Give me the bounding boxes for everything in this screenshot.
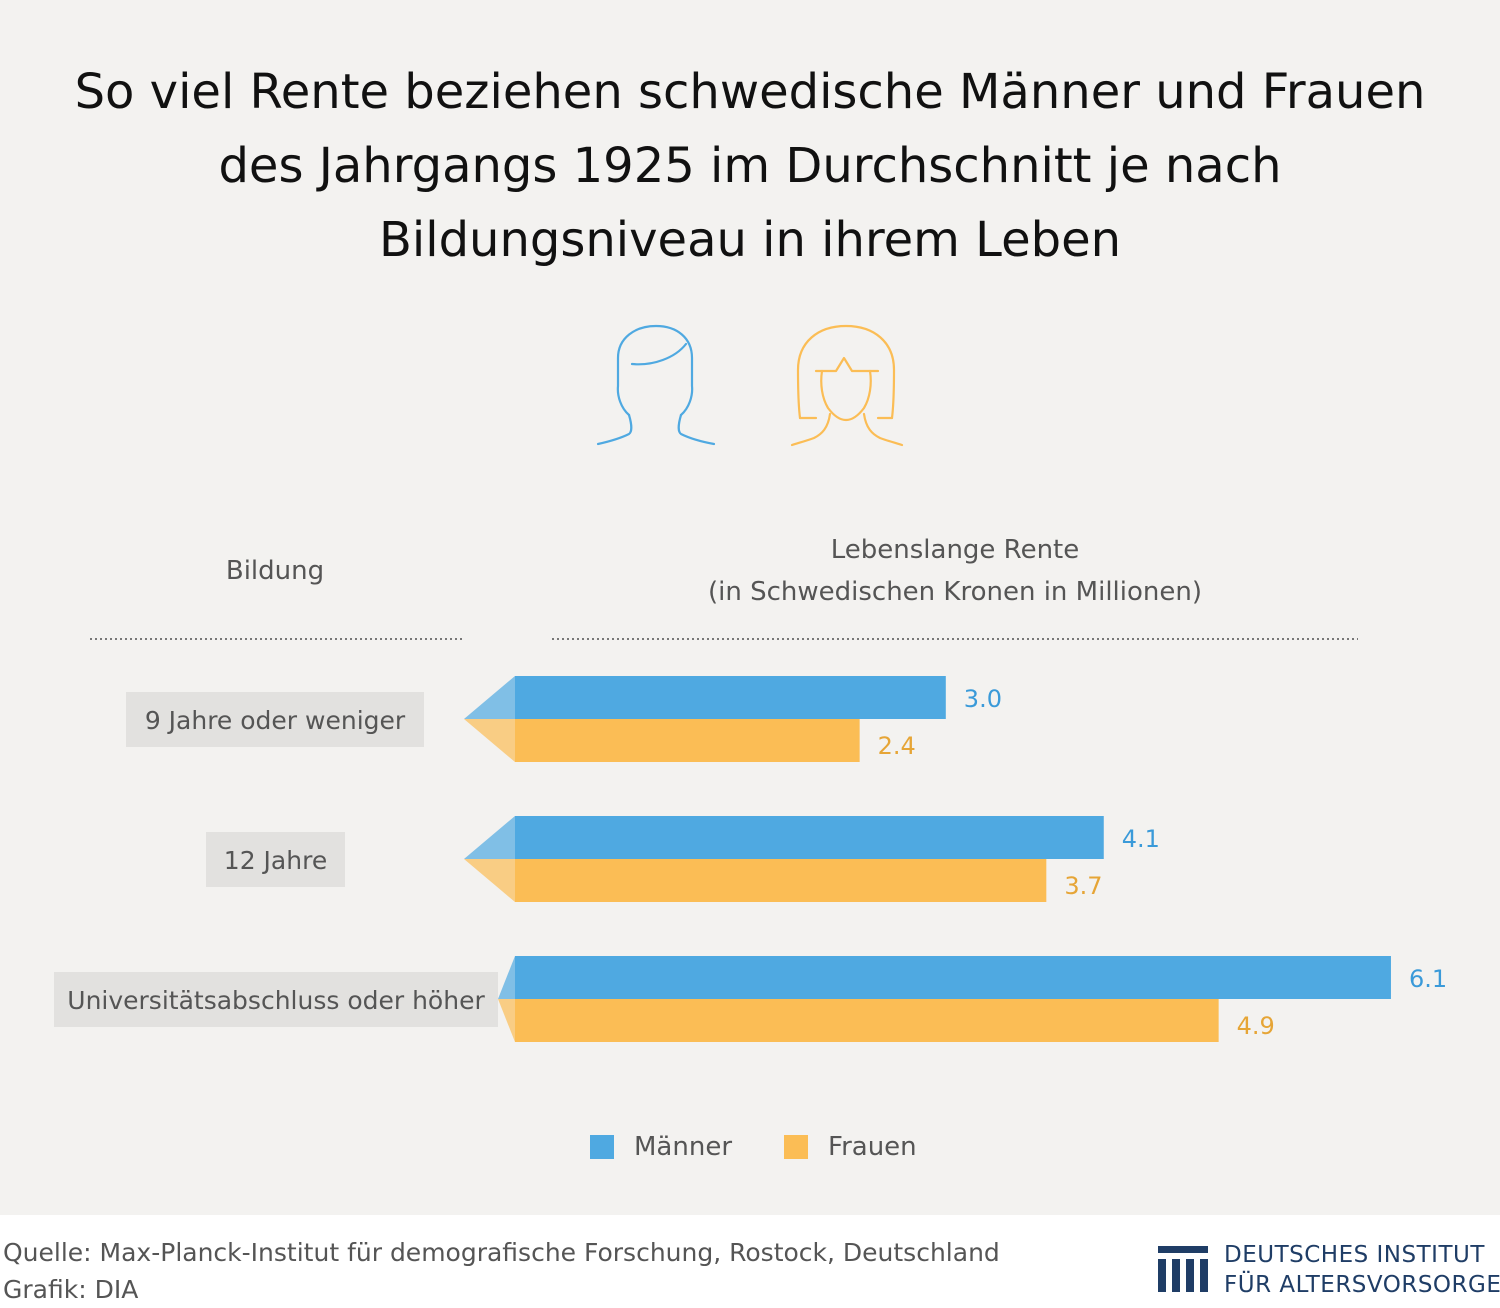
legend-swatch-women [784,1135,809,1159]
man-head-icon [595,322,717,452]
pension-header-line-1: Lebenslange Rente [830,535,1080,565]
value-label-women: 2.4 [878,732,916,760]
dia-logo-text: DEUTSCHES INSTITUT FÜR ALTERSVORSORGE [1224,1240,1500,1300]
chart-title: So viel Rente beziehen schwedische Männe… [0,55,1500,277]
education-column-header: Bildung [125,550,425,592]
value-label-men: 6.1 [1409,965,1447,993]
legend: Männer Frauen [590,1132,969,1162]
bar-women [515,719,860,762]
legend-label-women: Frauen [828,1132,917,1162]
dia-logo: DEUTSCHES INSTITUT FÜR ALTERSVORSORGE [1158,1240,1500,1300]
woman-head-icon [788,322,908,452]
bar-women [515,859,1047,902]
legend-item-men: Männer [590,1132,732,1162]
credit-text: Grafik: DIA [3,1275,139,1304]
education-header-label: Bildung [225,556,325,586]
title-line-1: So viel Rente beziehen schwedische Männe… [74,64,1426,120]
value-label-men: 4.1 [1122,825,1160,853]
bar-men [515,816,1104,859]
category-box [126,692,424,747]
value-label-women: 4.9 [1237,1012,1275,1040]
bar-tip-women [464,719,515,762]
bar-men [515,676,946,719]
pension-column-header: Lebenslange Rente (in Schwedischen Krone… [555,529,1355,613]
logo-line-1: DEUTSCHES INSTITUT [1224,1242,1485,1268]
bar-tip-women [464,859,515,902]
bar-chart: 9 Jahre oder weniger 3.0 2.4 12 Jahre 4.1 3.7… [54,638,1447,1042]
category-label: Universitätsabschluss oder höher [67,986,485,1015]
legend-label-men: Männer [634,1132,733,1162]
footer: Quelle: Max-Planck-Institut für demograf… [3,1234,1000,1308]
value-label-men: 3.0 [964,685,1002,713]
bar-men [515,956,1391,999]
source-text: Quelle: Max-Planck-Institut für demograf… [3,1238,1000,1267]
title-line-2: des Jahrgangs 1925 im Durchschnitt je na… [218,138,1282,194]
title-line-3: Bildungsniveau in ihrem Leben [378,212,1122,268]
category-label: 9 Jahre oder weniger [145,706,406,735]
category-box [206,832,345,887]
value-label-women: 3.7 [1064,872,1102,900]
category-box [54,972,498,1027]
dia-logo-mark-icon [1158,1246,1208,1292]
bar-tip-men [498,956,515,999]
logo-line-2: FÜR ALTERSVORSORGE [1224,1272,1500,1298]
legend-item-women: Frauen [784,1132,917,1162]
category-label: 12 Jahre [224,846,327,875]
bar-tip-women [498,999,515,1042]
bar-tip-men [464,676,515,719]
legend-swatch-men [590,1135,614,1159]
pension-header-line-2: (in Schwedischen Kronen in Millionen) [707,577,1203,607]
bar-tip-men [464,816,515,859]
bar-women [515,999,1219,1042]
